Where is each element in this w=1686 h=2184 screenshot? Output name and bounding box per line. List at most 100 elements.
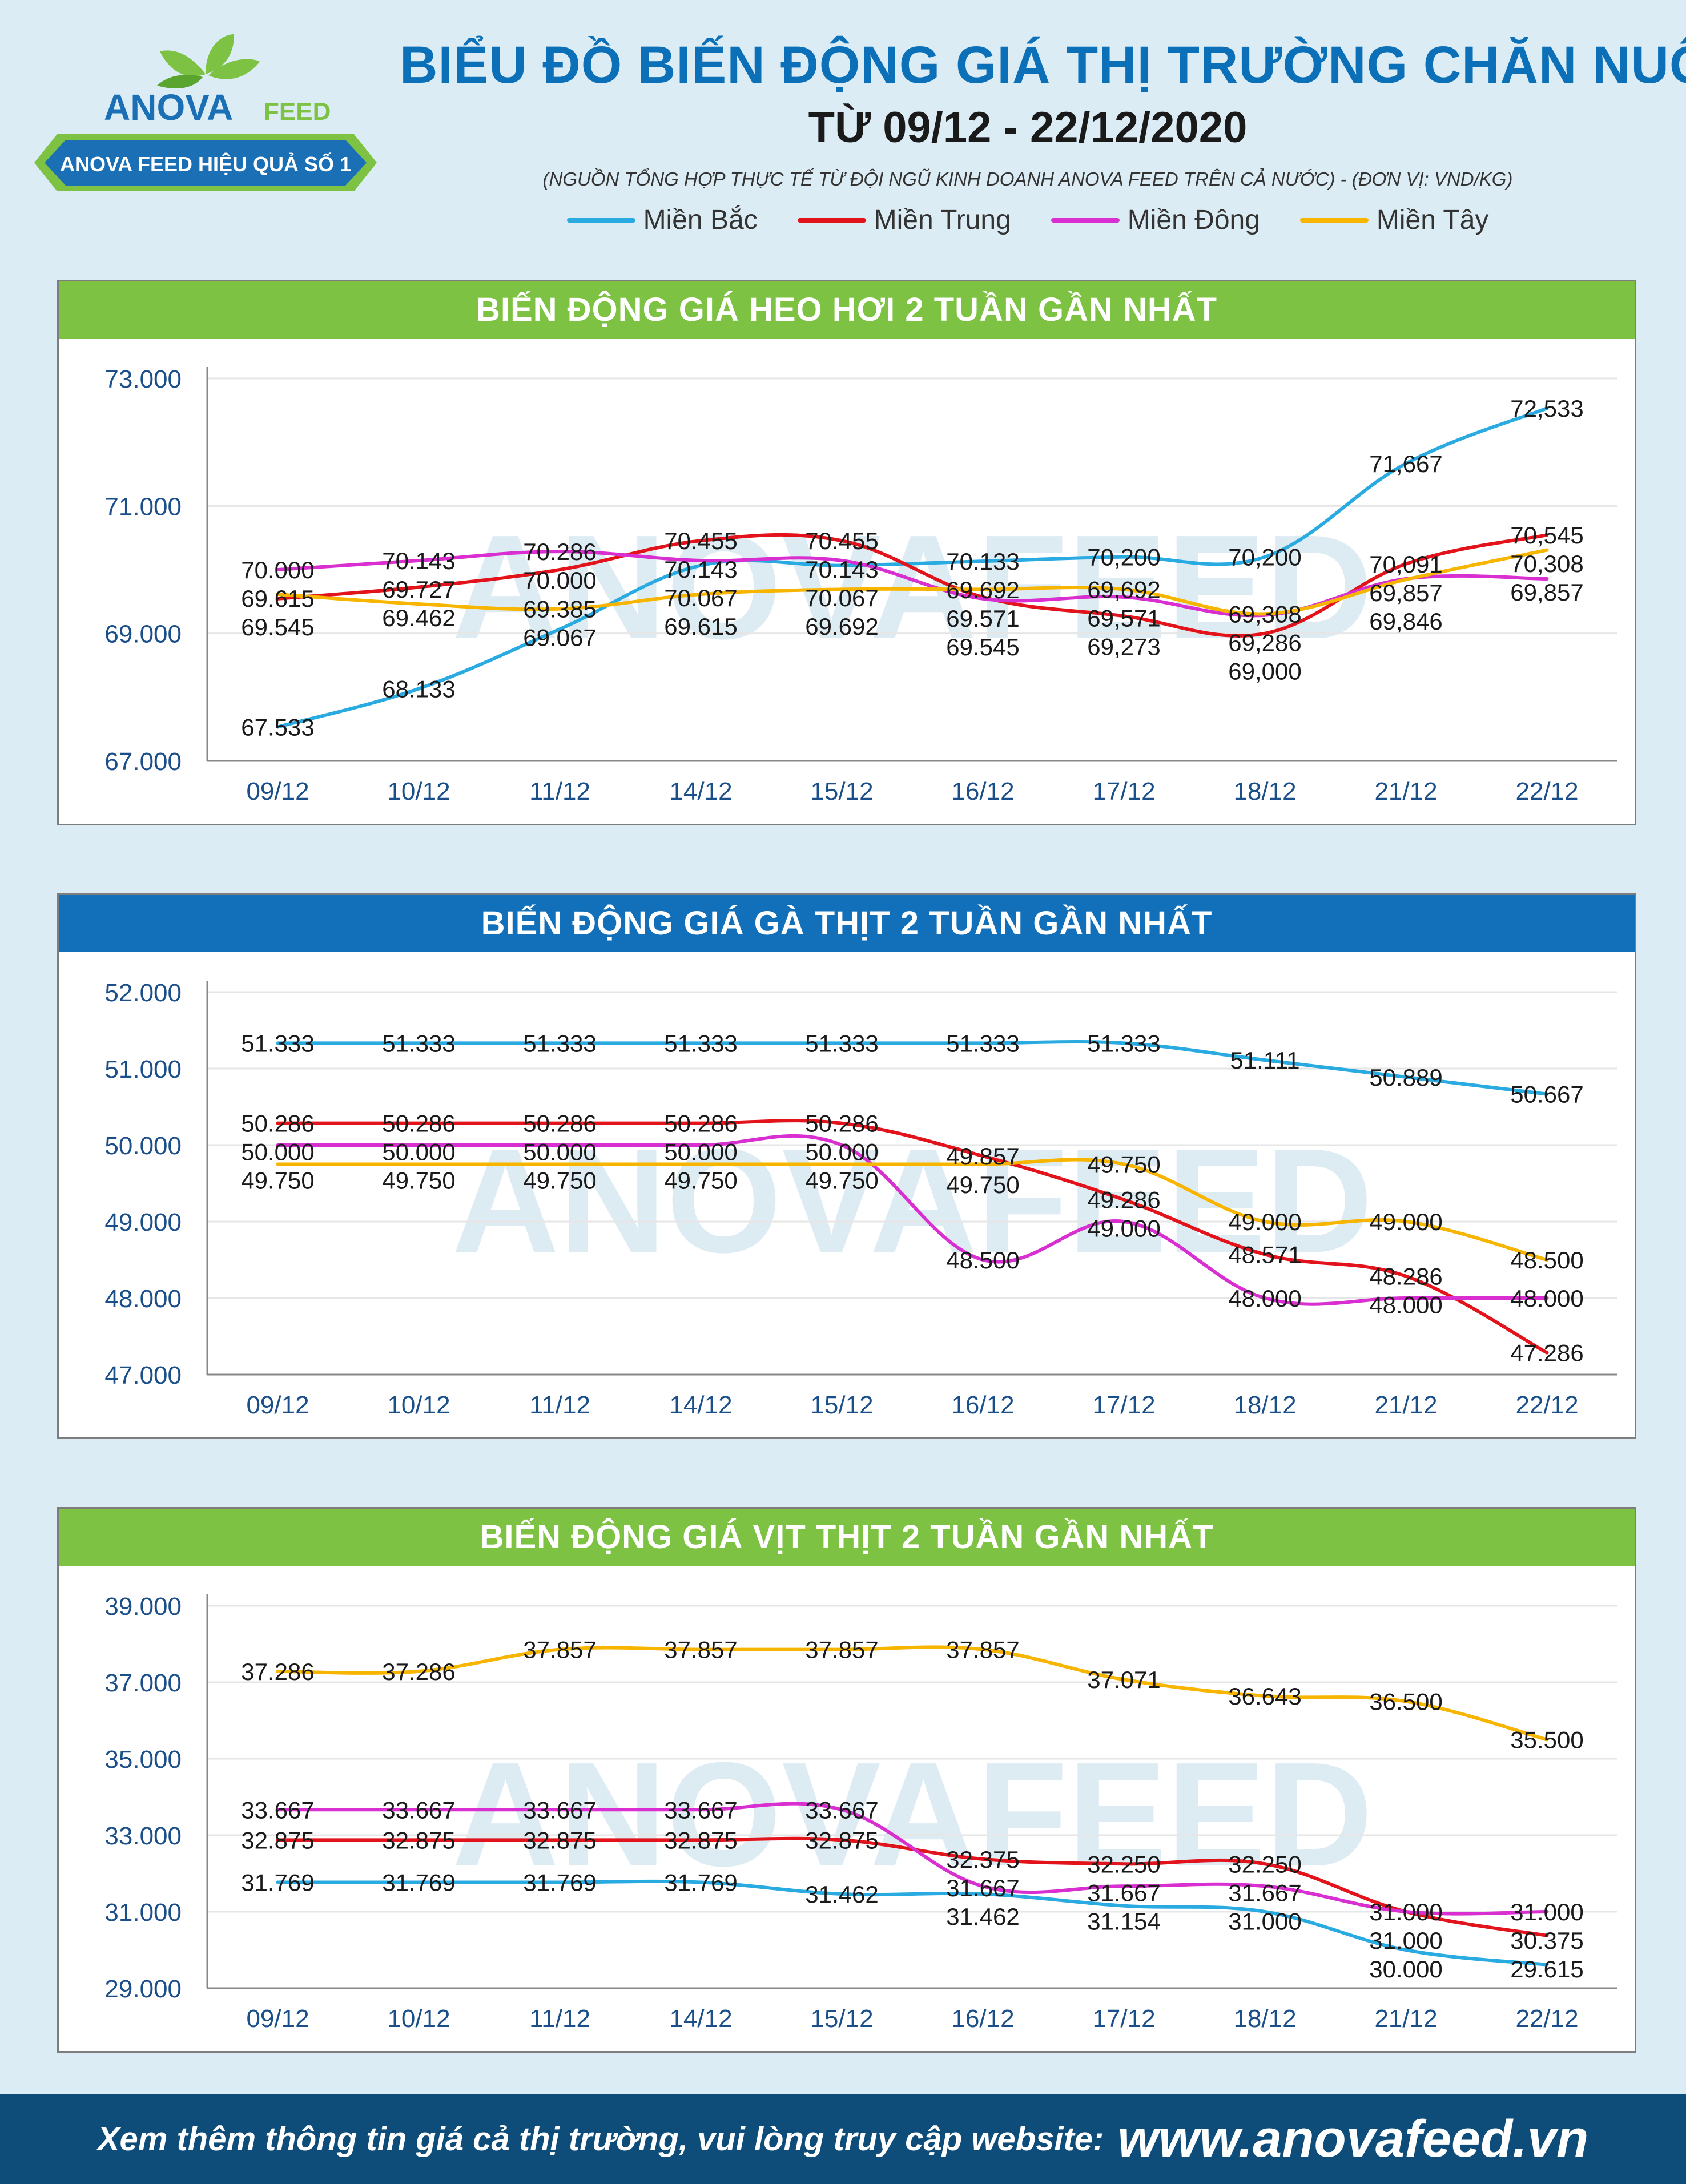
x-tick-label: 17/12 <box>1092 2005 1155 2033</box>
data-label: 35.500 <box>1510 1727 1583 1754</box>
data-label: 70,091 <box>1369 551 1442 578</box>
series-line-2 <box>276 1134 1549 1306</box>
data-label: 69.571 <box>946 605 1019 632</box>
data-label: 31.000 <box>1369 1927 1442 1954</box>
y-tick-label: 73.000 <box>104 365 182 393</box>
x-tick-label: 21/12 <box>1374 777 1437 805</box>
data-label: 70.000 <box>241 557 314 583</box>
data-label: 69.692 <box>805 613 878 640</box>
legend-label: Miền Tây <box>1376 205 1489 235</box>
svg-text:FEED: FEED <box>264 98 331 126</box>
data-label: 30.000 <box>1369 1956 1442 1982</box>
data-label: 71,667 <box>1369 450 1442 477</box>
x-tick-label: 16/12 <box>951 2005 1014 2033</box>
data-label: 36.643 <box>1228 1683 1301 1710</box>
data-label: 50.286 <box>805 1110 878 1137</box>
data-label: 37.857 <box>664 1637 737 1663</box>
x-tick-label: 21/12 <box>1374 2005 1437 2033</box>
data-label: 49.857 <box>946 1143 1019 1170</box>
y-tick-label: 50.000 <box>104 1132 182 1160</box>
data-label: 70.067 <box>805 585 878 611</box>
data-label: 51.333 <box>241 1030 314 1057</box>
data-label: 69.615 <box>664 613 737 640</box>
data-label: 31.667 <box>946 1875 1019 1901</box>
chart-title: BIẾN ĐỘNG GIÁ GÀ THỊT 2 TUẦN GẦN NHẤT <box>59 895 1635 952</box>
data-label: 48.000 <box>1369 1292 1442 1319</box>
data-label: 69,000 <box>1228 658 1301 684</box>
x-tick-label: 18/12 <box>1233 777 1296 805</box>
y-tick-label: 33.000 <box>104 1822 182 1850</box>
data-label: 50.000 <box>805 1139 878 1166</box>
data-label: 69.067 <box>523 624 596 651</box>
chart-title: BIẾN ĐỘNG GIÁ HEO HƠI 2 TUẦN GẦN NHẤT <box>59 281 1635 339</box>
data-label: 31.769 <box>664 1869 737 1896</box>
website-link[interactable]: www.anovafeed.vn <box>1117 2109 1589 2168</box>
data-label: 51.333 <box>523 1030 596 1057</box>
page-title: BIỂU ĐỒ BIẾN ĐỘNG GIÁ THỊ TRƯỜNG CHĂN NU… <box>400 36 1686 94</box>
legend-label: Miền Trung <box>874 205 1011 235</box>
x-tick-label: 22/12 <box>1515 777 1578 805</box>
data-label: 51.333 <box>1087 1030 1160 1057</box>
data-label: 70.143 <box>664 556 737 583</box>
x-tick-label: 18/12 <box>1233 2005 1296 2033</box>
series-line-1 <box>276 1119 1549 1355</box>
data-label: 50.000 <box>382 1139 455 1166</box>
x-tick-label: 22/12 <box>1515 1391 1578 1419</box>
data-label: 32.375 <box>946 1846 1019 1873</box>
y-tick-label: 67.000 <box>104 748 182 776</box>
data-label: 69,857 <box>1510 579 1583 606</box>
data-label: 36.500 <box>1369 1689 1442 1715</box>
legend-item-mien-dong: Miền Đông <box>1051 204 1260 236</box>
data-label: 70.143 <box>382 547 455 574</box>
data-label: 31.667 <box>1087 1879 1160 1906</box>
y-tick-label: 69.000 <box>104 620 182 648</box>
data-label: 70.455 <box>805 527 878 554</box>
data-label: 50.000 <box>664 1139 737 1166</box>
data-label: 69,846 <box>1369 608 1442 635</box>
data-label: 69.545 <box>946 634 1019 660</box>
x-tick-label: 09/12 <box>246 777 309 805</box>
data-label: 69.545 <box>241 614 314 640</box>
data-label: 33.667 <box>523 1796 596 1823</box>
data-label: 31.462 <box>805 1881 878 1908</box>
data-label: 31.000 <box>1228 1908 1301 1935</box>
data-label: 31.769 <box>241 1869 314 1896</box>
data-label: 70.143 <box>805 556 878 583</box>
series-line-0 <box>276 1879 1549 1967</box>
x-tick-label: 09/12 <box>246 2005 309 2033</box>
series-line-2 <box>276 550 1549 618</box>
data-label: 50.667 <box>1510 1081 1583 1108</box>
x-tick-label: 22/12 <box>1515 2005 1578 2033</box>
x-tick-label: 17/12 <box>1092 1391 1155 1419</box>
data-label: 50.286 <box>241 1110 314 1137</box>
y-tick-label: 29.000 <box>104 1975 182 2003</box>
data-label: 33.667 <box>382 1796 455 1823</box>
data-label: 37.071 <box>1087 1666 1160 1693</box>
data-label: 30.375 <box>1510 1927 1583 1954</box>
data-label: 31.769 <box>523 1869 596 1896</box>
footer-text: Xem thêm thông tin giá cả thị trường, vu… <box>97 2120 1104 2158</box>
chart-title: BIẾN ĐỘNG GIÁ VỊT THỊT 2 TUẦN GẦN NHẤT <box>59 1509 1635 1566</box>
legend-item-mien-trung: Miền Trung <box>797 204 1011 236</box>
data-label: 49.750 <box>805 1167 878 1194</box>
data-label: 69.385 <box>523 596 596 623</box>
data-label: 70.455 <box>664 527 737 554</box>
data-label: 33.667 <box>805 1796 878 1823</box>
x-tick-label: 21/12 <box>1374 1391 1437 1419</box>
data-label: 70.000 <box>523 567 596 594</box>
data-label: 48.000 <box>1510 1285 1583 1312</box>
data-label: 33.667 <box>664 1796 737 1823</box>
data-label: 48.000 <box>1228 1285 1301 1312</box>
data-label: 49.750 <box>523 1167 596 1194</box>
data-label: 32.875 <box>382 1827 455 1853</box>
y-tick-label: 49.000 <box>104 1208 182 1236</box>
x-tick-label: 11/12 <box>529 2005 590 2033</box>
data-label: 48.500 <box>1510 1247 1583 1274</box>
data-label: 69,273 <box>1087 633 1160 660</box>
data-label: 69.615 <box>241 585 314 612</box>
data-label: 67.533 <box>241 714 314 740</box>
x-tick-label: 10/12 <box>387 2005 450 2033</box>
chart-panel-ga-thit: BIẾN ĐỘNG GIÁ GÀ THỊT 2 TUẦN GẦN NHẤT AN… <box>57 893 1636 1439</box>
chart-panel-heo-hoi: BIẾN ĐỘNG GIÁ HEO HƠI 2 TUẦN GẦN NHẤT AN… <box>57 280 1636 825</box>
